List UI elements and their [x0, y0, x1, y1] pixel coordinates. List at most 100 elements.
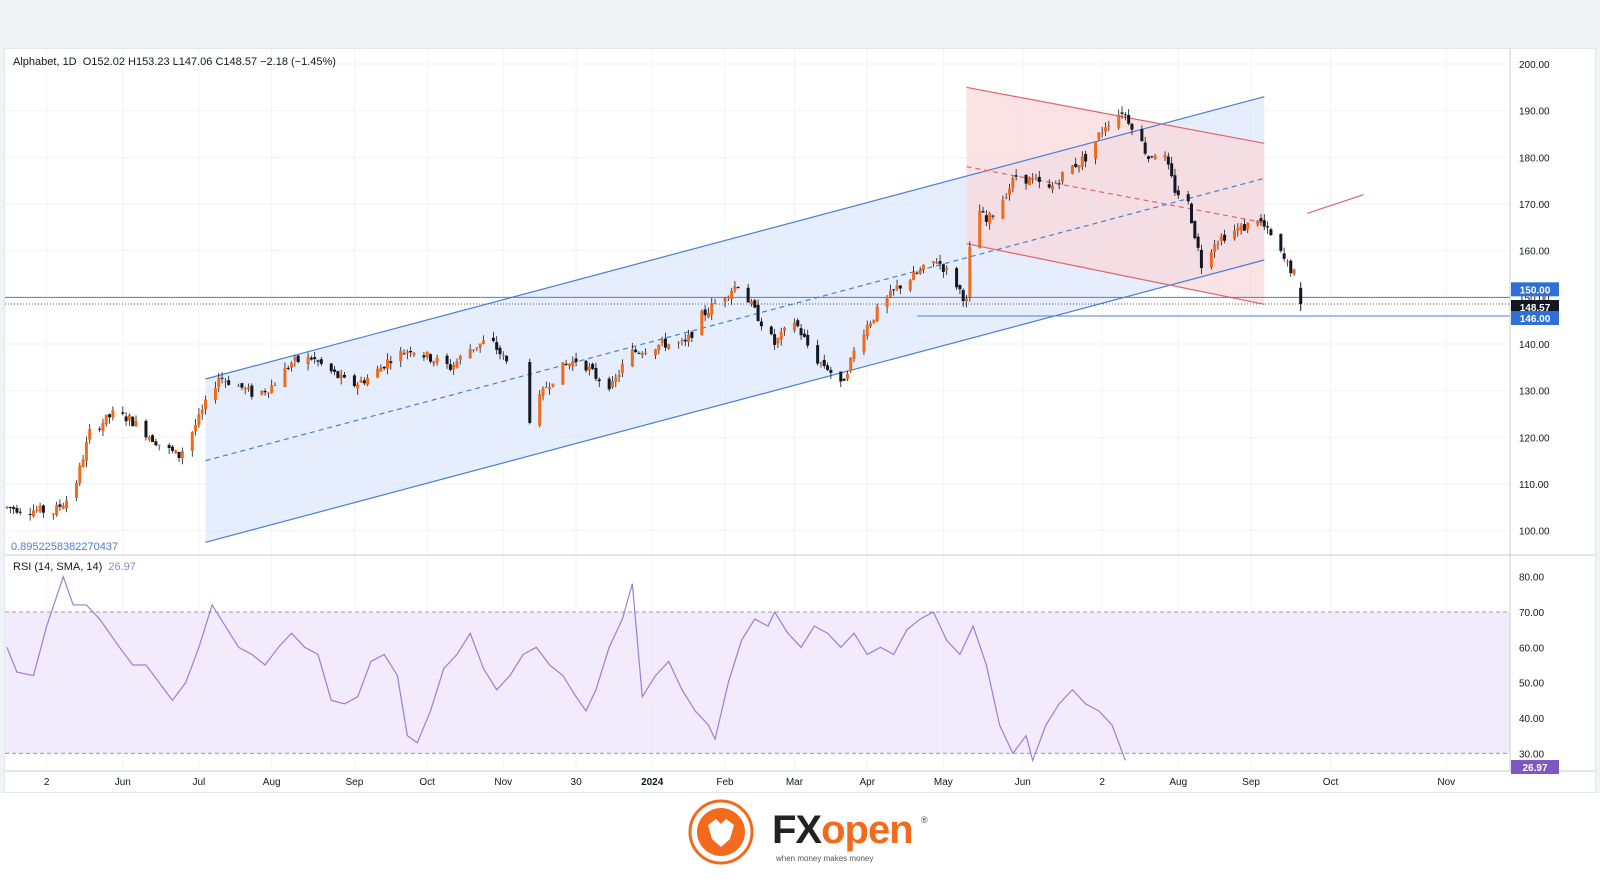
candle-body [88, 428, 92, 440]
candle-body [915, 272, 919, 274]
candle-body [706, 312, 710, 318]
candle-body [81, 459, 85, 467]
y-tick-label: 200.00 [1519, 60, 1550, 71]
candle-body [888, 290, 892, 298]
candle-body [263, 390, 267, 393]
candle-body [1233, 230, 1237, 240]
candle-body [908, 280, 912, 291]
rsi-band [5, 612, 1510, 754]
candle-body [779, 331, 783, 340]
candle-body [333, 369, 337, 372]
candle-body [412, 352, 416, 356]
candle-body [445, 355, 449, 365]
candle-body [1292, 269, 1296, 275]
candle-body [1266, 226, 1270, 228]
main-chart[interactable]: 200.00 190.00 180.00 170.00 160.00 150.00 140.… [5, 49, 1595, 792]
candle-body [65, 500, 69, 509]
candle-body [213, 388, 217, 400]
candle-body [273, 384, 277, 386]
candle-body [1001, 200, 1005, 219]
candle-body [379, 367, 383, 372]
candle-body [38, 505, 42, 512]
rsi-tick-label: 40.00 [1519, 714, 1544, 725]
candle-body [1011, 178, 1015, 189]
candle-body [1057, 183, 1061, 185]
candle-body [319, 359, 323, 364]
candle-body [243, 388, 247, 390]
candle-body [1014, 175, 1018, 177]
candle-body [637, 352, 641, 354]
candle-body [667, 344, 671, 350]
candle-body [898, 285, 902, 289]
candle-body [197, 413, 201, 426]
candle-body [1285, 261, 1289, 263]
red-channel-fill [966, 87, 1265, 305]
x-tick-label: Jul [193, 777, 206, 788]
candle-body [429, 354, 433, 362]
candle-body [657, 344, 661, 351]
candle-body [945, 267, 949, 270]
candle-body [1031, 177, 1035, 179]
candle-body [1027, 177, 1031, 186]
candle-body [961, 290, 965, 302]
candle-body [286, 367, 290, 369]
candle-body [131, 416, 135, 427]
candle-body [468, 349, 472, 359]
candle-body [931, 261, 935, 263]
candle-body [703, 309, 707, 316]
candle-body [630, 349, 634, 367]
candle-body [749, 301, 753, 305]
candle-body [783, 327, 787, 331]
candle-body [1034, 178, 1038, 180]
candle-body [35, 509, 39, 512]
candle-body [819, 362, 823, 364]
candle-body [1097, 132, 1101, 140]
candle-body [965, 298, 969, 302]
rsi-line [6, 574, 1126, 763]
candle-body [1216, 243, 1220, 245]
candle-body [15, 508, 19, 513]
candle-body [1140, 129, 1144, 142]
candle-body [247, 387, 251, 390]
badge-rsi-bg [1511, 760, 1559, 775]
candle-body [1242, 224, 1246, 231]
x-tick-label: Oct [1323, 777, 1339, 788]
candle-body [816, 345, 820, 364]
candle-body [1120, 112, 1124, 114]
arrow-annotation [1307, 194, 1364, 214]
red-channel-mid [966, 166, 1265, 224]
candle-body [872, 319, 876, 323]
candle-body [561, 362, 565, 385]
candle-body [1289, 260, 1293, 274]
candle-body [1051, 185, 1055, 190]
x-tick-label: 30 [571, 777, 583, 788]
candle-body [478, 343, 482, 348]
candle-body [988, 213, 992, 224]
candle-body [1037, 176, 1041, 182]
candle-body [1054, 182, 1058, 184]
candle-body [663, 338, 667, 348]
candle-body [958, 285, 962, 290]
candle-body [849, 357, 853, 372]
candle-body [1223, 234, 1227, 241]
blue-channel-lower [205, 259, 1265, 543]
candle-body [144, 420, 148, 438]
candle-body [154, 441, 158, 446]
candle-body [690, 331, 694, 338]
candle-body [713, 303, 717, 305]
badge-price-bg [1511, 300, 1559, 315]
candle-body [1080, 156, 1084, 167]
candle-body [1004, 197, 1008, 199]
bull-logo-icon [688, 799, 754, 865]
candle-body [756, 304, 760, 322]
last-candle-body [1299, 287, 1303, 305]
candle-body [1282, 253, 1286, 259]
rsi-tick-label: 50.00 [1519, 679, 1544, 690]
red-channel-upper [966, 86, 1265, 144]
candle-body [147, 436, 151, 440]
rsi-pane [5, 574, 1510, 763]
candle-body [1130, 123, 1134, 130]
rsi-tick-label: 70.00 [1519, 608, 1544, 619]
candle-body [1163, 154, 1167, 158]
candle-body [28, 513, 32, 515]
